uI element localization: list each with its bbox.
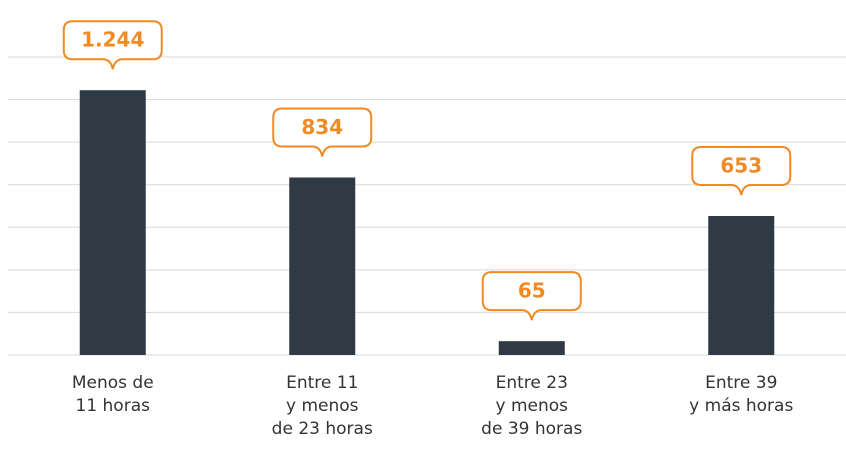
bar — [498, 341, 565, 355]
label-callout — [62, 20, 163, 70]
value-label: 834 — [301, 115, 343, 139]
label-callout — [481, 271, 582, 321]
bar — [708, 216, 775, 355]
label-callout — [272, 107, 373, 157]
x-tick-label: Entre 39 y más horas — [689, 373, 794, 416]
value-label: 1.244 — [81, 28, 144, 52]
value-label: 653 — [720, 154, 762, 178]
x-tick-label: Entre 11 y menos de 23 horas — [271, 373, 373, 439]
bar — [79, 90, 146, 355]
bar — [289, 177, 356, 355]
x-tick-label: Entre 23 y menos de 39 horas — [481, 373, 583, 439]
x-tick-label: Menos de 11 horas — [71, 373, 154, 416]
label-callout — [691, 146, 792, 196]
value-label: 65 — [518, 279, 546, 303]
